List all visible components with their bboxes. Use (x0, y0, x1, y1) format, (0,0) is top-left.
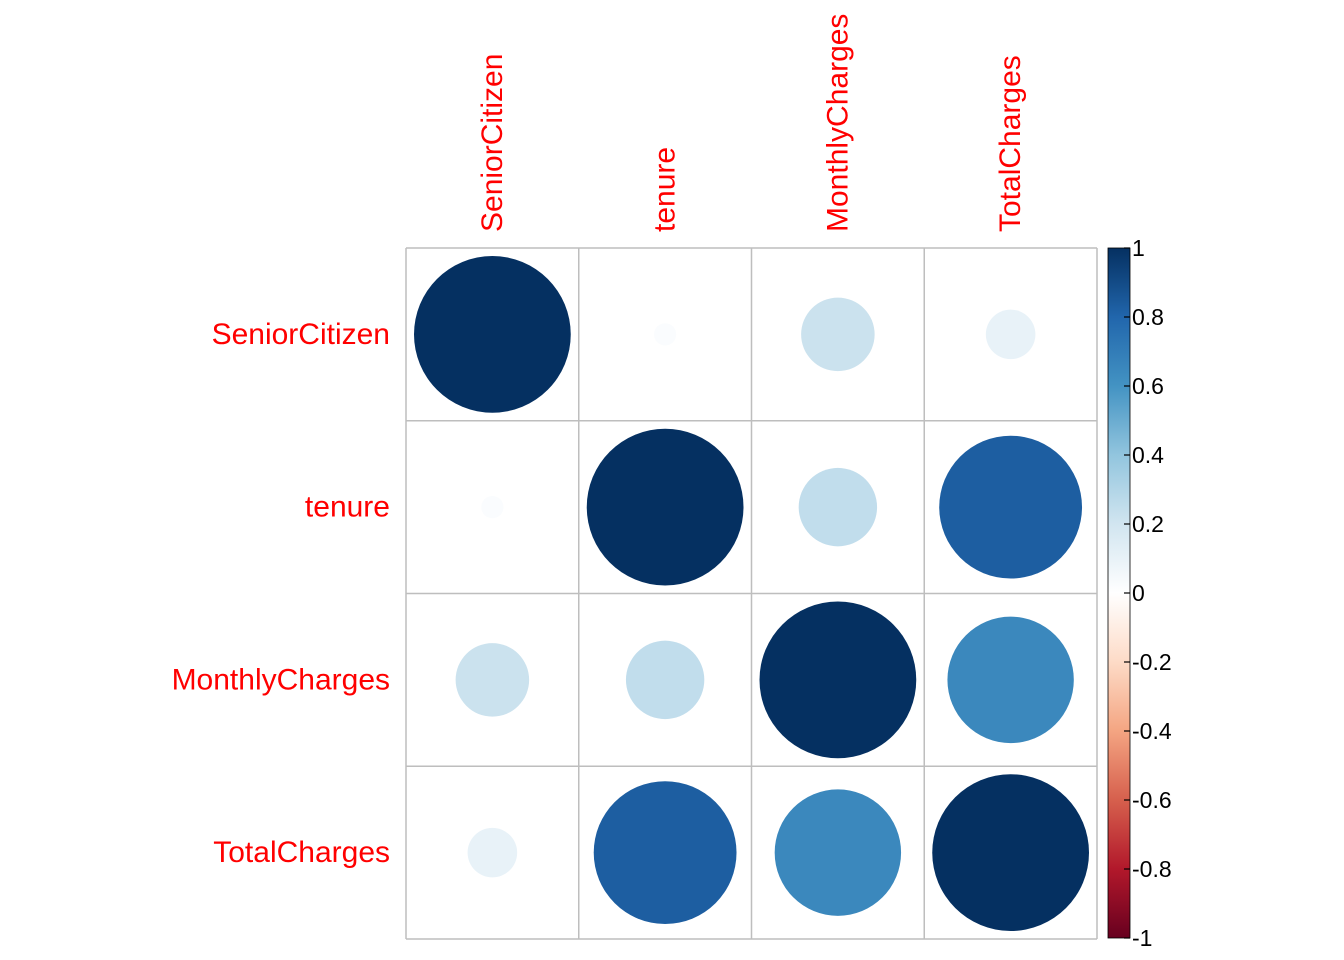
colorbar-tick-label: 1 (1132, 235, 1145, 261)
column-label: tenure (649, 147, 682, 232)
correlation-circle-SeniorCitizen-tenure (654, 323, 677, 346)
colorbar-tick-label: -0.2 (1132, 649, 1172, 675)
colorbar-tick-label: -0.6 (1132, 787, 1172, 813)
colorbar-tick-label: 0.6 (1132, 373, 1164, 399)
column-label: SeniorCitizen (476, 54, 509, 232)
row-label: tenure (305, 491, 390, 524)
column-label: MonthlyCharges (821, 14, 854, 232)
correlation-circle-tenure-TotalCharges (939, 435, 1083, 579)
colorbar-tick-label: -0.8 (1132, 856, 1172, 882)
colorbar-tick-label: 0 (1132, 580, 1145, 606)
row-label: SeniorCitizen (212, 318, 390, 351)
correlation-circle-MonthlyCharges-TotalCharges (947, 616, 1074, 744)
color-legend: 1 0.8 0.6 0.4 0.2 0 -0.2 -0.4 -0.6 -0.8 -1 (1107, 235, 1172, 951)
correlation-circle-SeniorCitizen-TotalCharges (985, 309, 1036, 360)
correlation-matrix (405, 247, 1098, 940)
column-labels: SeniorCitizen tenure MonthlyCharges TotalCh… (476, 14, 1027, 232)
row-labels: SeniorCitizen tenure MonthlyCharges TotalCh… (172, 318, 390, 869)
correlation-circle-MonthlyCharges-tenure (625, 640, 705, 720)
correlation-circle-tenure-tenure (586, 428, 744, 586)
colorbar-tick-label: -1 (1132, 925, 1152, 951)
correlation-circle-SeniorCitizen-MonthlyCharges (801, 297, 875, 372)
colorbar-tick-label: -0.4 (1132, 718, 1172, 744)
correlation-circle-SeniorCitizen-SeniorCitizen (413, 255, 571, 413)
correlation-circle-TotalCharges-TotalCharges (932, 774, 1090, 932)
correlation-circle-MonthlyCharges-MonthlyCharges (759, 601, 917, 759)
correlation-circle-MonthlyCharges-SeniorCitizen (455, 643, 530, 717)
correlation-circle-tenure-SeniorCitizen (481, 496, 504, 519)
colorbar-tick-label: 0.2 (1132, 511, 1164, 537)
colorbar-tick-label: 0.8 (1132, 304, 1164, 330)
row-label: MonthlyCharges (172, 663, 390, 696)
correlation-circle-TotalCharges-SeniorCitizen (467, 827, 518, 878)
row-label: TotalCharges (213, 836, 390, 869)
correlation-circle-TotalCharges-MonthlyCharges (774, 789, 902, 916)
colorbar-tick-label: 0.4 (1132, 442, 1164, 468)
correlation-circle-TotalCharges-tenure (593, 781, 737, 925)
correlation-circle-tenure-MonthlyCharges (798, 467, 878, 547)
column-label: TotalCharges (994, 55, 1027, 232)
